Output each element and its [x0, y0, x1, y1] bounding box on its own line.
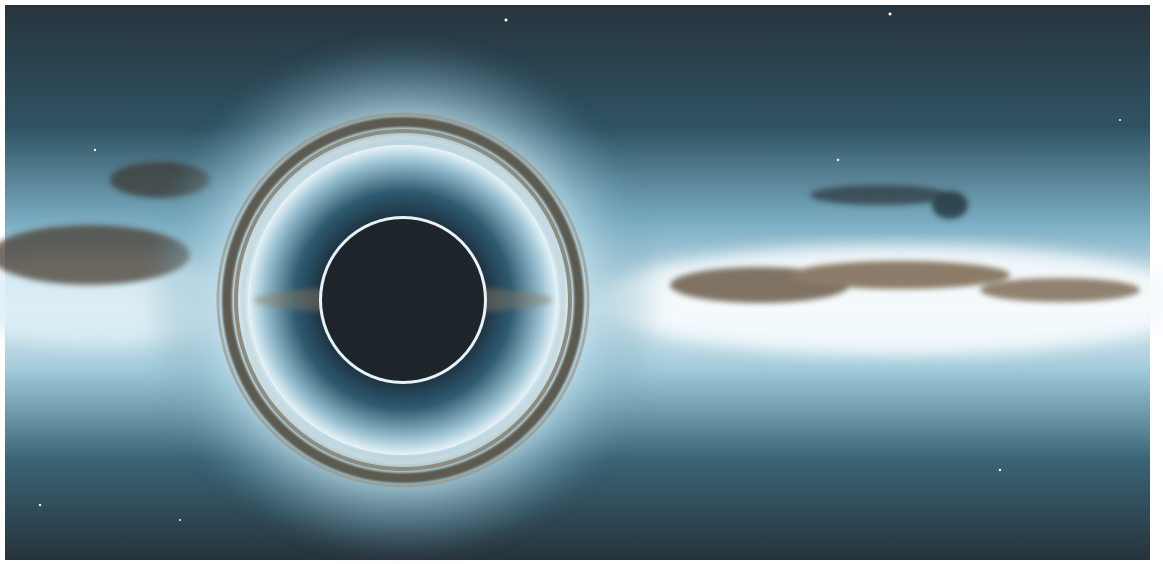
- dust-lanes: [0, 162, 1140, 303]
- stars: [38, 12, 1121, 521]
- event-horizon-shadow: [322, 219, 484, 381]
- photon-ring: [216, 112, 590, 488]
